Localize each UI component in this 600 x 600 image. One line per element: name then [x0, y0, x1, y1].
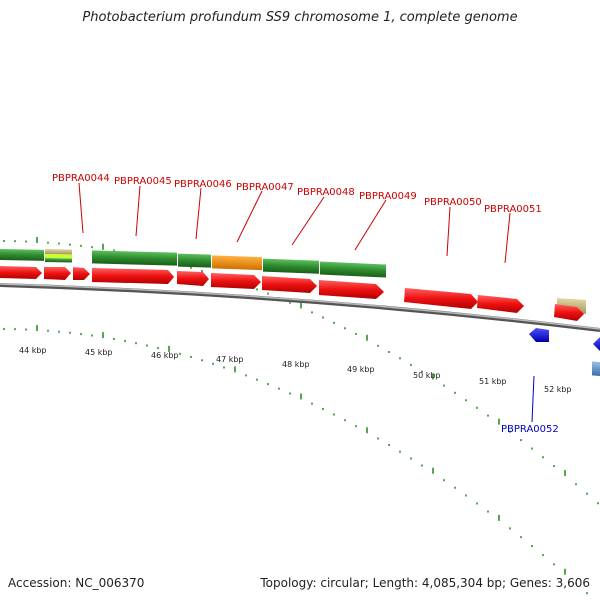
scale-label: 52 kbp	[544, 385, 572, 394]
genome-summary-text: Topology: circular; Length: 4,085,304 bp…	[260, 576, 590, 590]
cog-block	[320, 261, 386, 278]
cog-block	[212, 255, 262, 271]
genome-backbone	[0, 283, 600, 332]
gene-label: PBPRA0049	[359, 191, 417, 202]
cds-arrow-forward	[319, 280, 384, 299]
gene-label-reverse: PBPRA0052	[501, 424, 559, 435]
cds-forward-track	[0, 266, 584, 321]
gene-labels: PBPRA0044 PBPRA0045 PBPRA0046 PBPRA0047 …	[52, 173, 559, 435]
cog-track	[0, 248, 600, 376]
cog-block	[0, 249, 44, 261]
scale-label: 44 kbp	[19, 346, 47, 355]
cds-arrow-reverse	[593, 337, 600, 351]
cog-block	[45, 257, 72, 263]
cds-arrow-forward	[0, 266, 42, 279]
cds-arrow-forward	[211, 273, 261, 289]
gene-label: PBPRA0048	[297, 187, 355, 198]
label-leaders	[78, 182, 511, 264]
lower-tick-row	[3, 325, 588, 595]
gene-label: PBPRA0047	[236, 182, 294, 193]
cds-arrow-forward	[73, 267, 90, 280]
gene-label: PBPRA0045	[114, 176, 172, 187]
cds-arrow-forward	[477, 295, 524, 313]
gene-label: PBPRA0046	[174, 179, 232, 190]
cds-arrow-forward	[44, 267, 71, 280]
cds-arrow-forward	[92, 268, 174, 284]
cog-block	[92, 250, 177, 266]
scale-label: 51 kbp	[479, 377, 507, 386]
gene-label: PBPRA0050	[424, 197, 482, 208]
cds-arrow-forward	[262, 276, 317, 293]
cog-block	[45, 248, 72, 255]
scale-label: 49 kbp	[347, 365, 375, 374]
cds-reverse-track	[529, 328, 600, 351]
cog-block	[178, 253, 211, 268]
cds-arrow-forward	[404, 288, 478, 309]
cds-arrow-forward	[554, 304, 584, 321]
scale-label: 50 kbp	[413, 371, 441, 380]
cds-arrow-forward	[177, 271, 209, 286]
scale-label: 46 kbp	[151, 351, 179, 360]
scale-label: 48 kbp	[282, 360, 310, 369]
accession-text: Accession: NC_006370	[8, 576, 145, 590]
map-title: Photobacterium profundum SS9 chromosome …	[82, 10, 518, 25]
cog-block	[45, 253, 72, 259]
gene-label: PBPRA0051	[484, 204, 542, 215]
cog-block	[592, 361, 600, 376]
gene-label: PBPRA0044	[52, 173, 110, 184]
cog-block	[263, 258, 319, 274]
scale-label: 45 kbp	[85, 348, 113, 357]
scale-labels: 44 kbp 45 kbp 46 kbp 47 kbp 48 kbp 49 kb…	[19, 346, 572, 394]
scale-label: 47 kbp	[216, 355, 244, 364]
cds-arrow-reverse	[529, 328, 549, 342]
label-leader-reverse	[531, 375, 535, 423]
